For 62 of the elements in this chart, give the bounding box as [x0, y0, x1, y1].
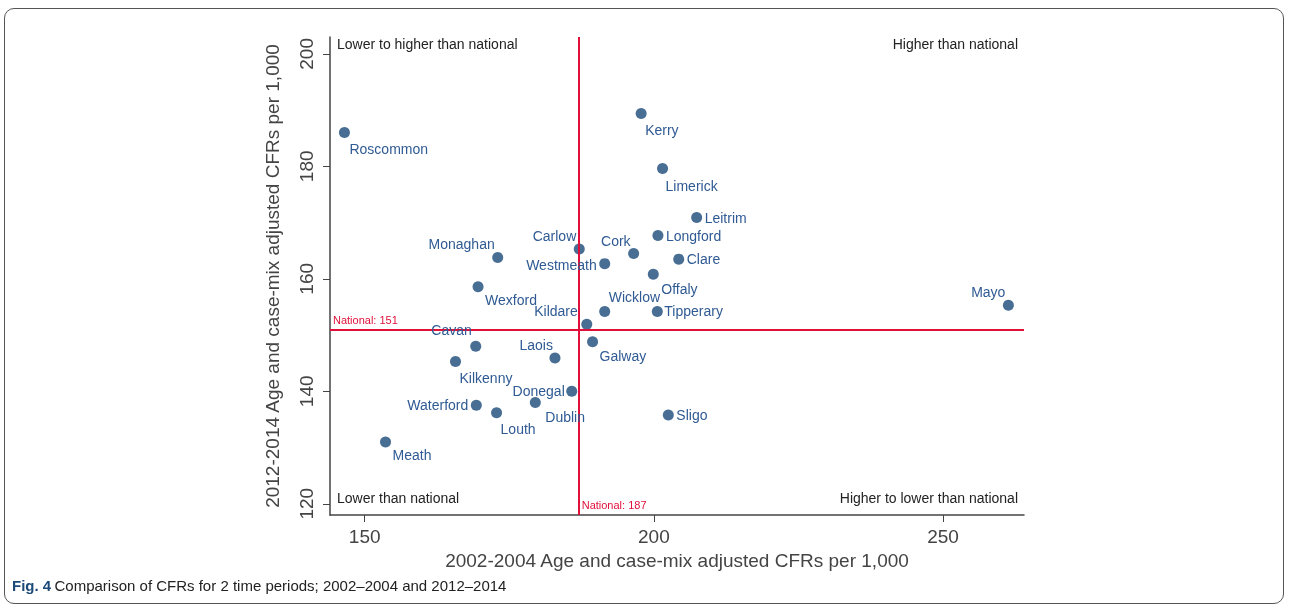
- annotation: Laois: [519, 337, 553, 354]
- point: [662, 409, 674, 421]
- annotation: Donegal: [512, 383, 565, 400]
- point: [450, 355, 461, 367]
- point: [491, 407, 503, 419]
- point: [338, 127, 350, 139]
- annotation: Waterford: [407, 397, 469, 414]
- annotation: Sligo: [676, 406, 708, 423]
- point: [566, 385, 578, 397]
- point: [628, 248, 640, 259]
- caption: Fig. 4 Comparison of CFRs for 2 time periods; 2002–2004 and 2012–2014: [12, 577, 507, 594]
- y-tick-label: 200: [296, 38, 317, 70]
- point: [581, 318, 593, 330]
- annotation: Wicklow: [608, 289, 661, 306]
- point: [470, 340, 482, 352]
- annotation: Lower than national: [337, 490, 460, 506]
- point: [691, 212, 703, 224]
- annotation: Lower to higher than national: [337, 36, 518, 52]
- annotation: Mayo: [971, 284, 1006, 301]
- y-tick-label: 120: [296, 487, 317, 520]
- annotation: Carlow: [532, 228, 578, 245]
- annotation: Limerick: [665, 177, 719, 194]
- annotation: Clare: [686, 251, 721, 268]
- annotation: Kilkenny: [459, 370, 513, 387]
- point: [1002, 299, 1014, 311]
- point: [472, 281, 484, 293]
- annotation: Tipperary: [664, 303, 723, 320]
- point: [587, 336, 599, 348]
- y-tick-label: 160: [296, 262, 317, 295]
- point: [651, 305, 663, 317]
- point: [652, 230, 664, 242]
- x-tick-label: 200: [638, 526, 670, 547]
- annotation: Monaghan: [428, 236, 495, 253]
- annotation: Cork: [601, 232, 632, 249]
- point: [549, 352, 561, 364]
- annotation: Offaly: [661, 281, 698, 298]
- point: [657, 163, 669, 175]
- x-tick-label: 250: [927, 526, 959, 547]
- point: [673, 253, 685, 265]
- y-tick-label: 140: [296, 375, 317, 408]
- x-tick-label: 150: [348, 526, 381, 547]
- point: [635, 107, 647, 119]
- point: [492, 251, 504, 263]
- annotation: Leitrim: [704, 209, 747, 226]
- annotation: Higher than national: [892, 36, 1018, 52]
- annotation: Roscommon: [349, 140, 429, 157]
- ref-line-label: National: 187: [581, 498, 647, 511]
- x-axis-title: 2002-2004 Age and case-mix adjusted CFRs per 1,000: [445, 550, 909, 571]
- annotation: Higher to lower than national: [839, 490, 1019, 506]
- point: [470, 399, 482, 411]
- annotation: Galway: [599, 347, 647, 364]
- annotation: Louth: [500, 420, 536, 437]
- y-axis-title: 2012-2014 Age and case-mix adjusted CFRs per 1,000: [262, 44, 283, 508]
- point: [647, 268, 659, 280]
- y-tick-label: 180: [296, 150, 317, 183]
- annotation: Longford: [665, 227, 722, 244]
- point: [599, 305, 611, 317]
- annotation: Meath: [392, 446, 432, 463]
- point: [380, 436, 392, 448]
- annotation: Kerry: [645, 122, 679, 139]
- ref-line-label: National: 151: [333, 313, 398, 326]
- point: [599, 258, 611, 270]
